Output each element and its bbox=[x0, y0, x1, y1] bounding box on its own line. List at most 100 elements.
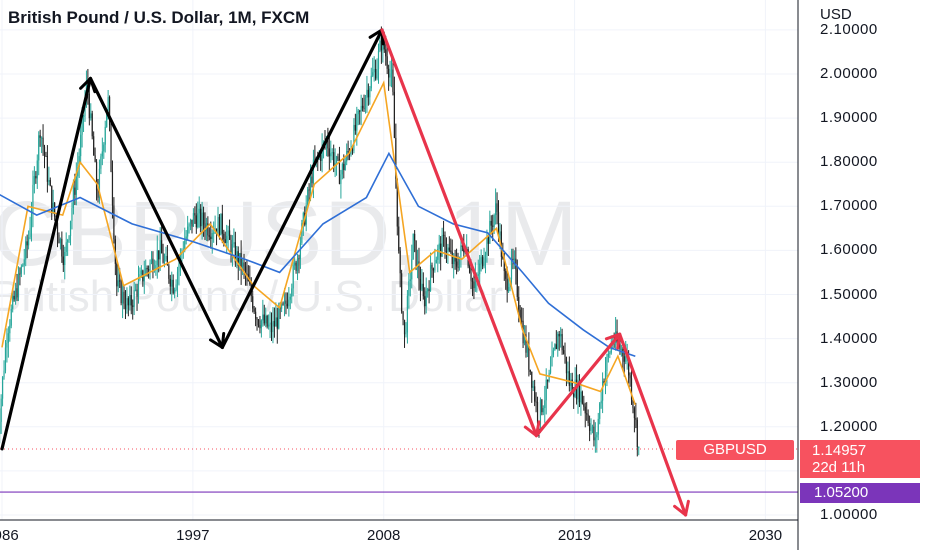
candle-body bbox=[335, 156, 338, 163]
candle-body bbox=[628, 355, 630, 376]
candle-body bbox=[444, 235, 446, 251]
candle-body bbox=[549, 366, 552, 373]
pattern-drawings[interactable] bbox=[0, 28, 690, 517]
candle-body bbox=[633, 408, 636, 419]
candle-body bbox=[600, 400, 602, 404]
candle-body bbox=[395, 137, 397, 179]
candle-body bbox=[91, 113, 93, 137]
candle-body bbox=[275, 317, 277, 327]
candle-body bbox=[425, 291, 427, 307]
candle-body bbox=[438, 243, 440, 249]
candle-body bbox=[171, 279, 173, 287]
candle-body bbox=[291, 288, 293, 297]
candle-body bbox=[35, 176, 37, 179]
candle-body bbox=[370, 75, 372, 89]
candle-body bbox=[62, 256, 64, 266]
candle-body bbox=[95, 161, 98, 191]
candle-body bbox=[270, 322, 273, 333]
candle-body bbox=[573, 393, 575, 397]
candle-body bbox=[211, 233, 213, 240]
candle-body bbox=[523, 334, 526, 344]
candle-body bbox=[575, 379, 578, 400]
candle-body bbox=[256, 318, 258, 321]
candle-body bbox=[221, 213, 223, 234]
candle-body bbox=[288, 299, 290, 307]
candle-body bbox=[80, 134, 82, 157]
candle-body bbox=[56, 222, 59, 235]
candle-body bbox=[390, 69, 393, 74]
black-pattern-segment bbox=[220, 28, 384, 350]
candle-body bbox=[619, 343, 621, 350]
candle-body bbox=[364, 97, 367, 109]
candle-body bbox=[220, 213, 222, 236]
candle-body bbox=[510, 258, 513, 280]
candle-body bbox=[294, 262, 296, 266]
time-tick-label: 1986 bbox=[0, 527, 19, 544]
candle-body bbox=[588, 423, 591, 431]
candle-body bbox=[399, 250, 401, 274]
candle-body bbox=[207, 223, 209, 236]
candle-body bbox=[408, 281, 410, 296]
candle-body bbox=[487, 237, 489, 244]
candle-body bbox=[428, 289, 430, 291]
candle-body bbox=[468, 266, 471, 273]
candle-body bbox=[307, 189, 309, 206]
candle-body bbox=[311, 176, 313, 184]
time-tick-label: 2008 bbox=[367, 527, 401, 544]
candle-body bbox=[490, 220, 492, 226]
candle-body bbox=[230, 239, 232, 255]
candle-body bbox=[567, 371, 569, 374]
price-tick-label: 1.00000 bbox=[820, 506, 878, 523]
candle-body bbox=[586, 413, 588, 415]
candle-body bbox=[357, 110, 359, 115]
candle-body bbox=[100, 156, 102, 169]
chart-title: British Pound / U.S. Dollar, 1M, FXCM bbox=[8, 8, 310, 27]
candle-body bbox=[440, 243, 442, 257]
candle-body bbox=[380, 40, 382, 51]
candle-body bbox=[152, 258, 154, 272]
candle-body bbox=[260, 320, 262, 329]
candle-body bbox=[278, 306, 280, 329]
candle-body bbox=[45, 155, 47, 157]
candle-body bbox=[603, 380, 605, 384]
candle-body bbox=[161, 240, 163, 254]
candle-body bbox=[241, 262, 244, 270]
price-levels bbox=[0, 448, 798, 493]
candle-body bbox=[72, 187, 75, 209]
candle-body bbox=[480, 256, 482, 264]
candle-body bbox=[548, 372, 550, 382]
candle-body bbox=[26, 241, 28, 246]
candle-body bbox=[200, 208, 202, 227]
candle-body bbox=[162, 253, 164, 263]
candle-body bbox=[266, 315, 268, 327]
candle-body bbox=[110, 125, 112, 172]
candle-body bbox=[359, 110, 361, 112]
candle-body bbox=[6, 342, 8, 348]
candle-body bbox=[227, 230, 229, 236]
candle-body bbox=[360, 105, 362, 112]
candle-body bbox=[451, 251, 453, 264]
candle-body bbox=[75, 176, 77, 195]
candle-body bbox=[519, 309, 521, 321]
candle-body bbox=[132, 305, 134, 307]
candle-body bbox=[442, 234, 445, 236]
candle-body bbox=[344, 161, 346, 170]
candle-body bbox=[558, 333, 560, 337]
candle-body bbox=[367, 89, 369, 98]
candle-body bbox=[372, 72, 374, 76]
candle-body bbox=[149, 262, 151, 271]
candle-body bbox=[554, 344, 556, 351]
candle-body bbox=[542, 408, 544, 413]
candle-body bbox=[373, 68, 375, 73]
candle-body bbox=[285, 300, 287, 304]
price-axis-currency: USD bbox=[820, 6, 852, 23]
candle-body bbox=[333, 152, 335, 166]
candle-body bbox=[202, 212, 205, 225]
candle-body bbox=[30, 213, 33, 229]
candle-body bbox=[265, 315, 267, 324]
candle-body bbox=[218, 216, 221, 236]
candle-body bbox=[81, 116, 83, 135]
candle-body bbox=[187, 226, 189, 237]
